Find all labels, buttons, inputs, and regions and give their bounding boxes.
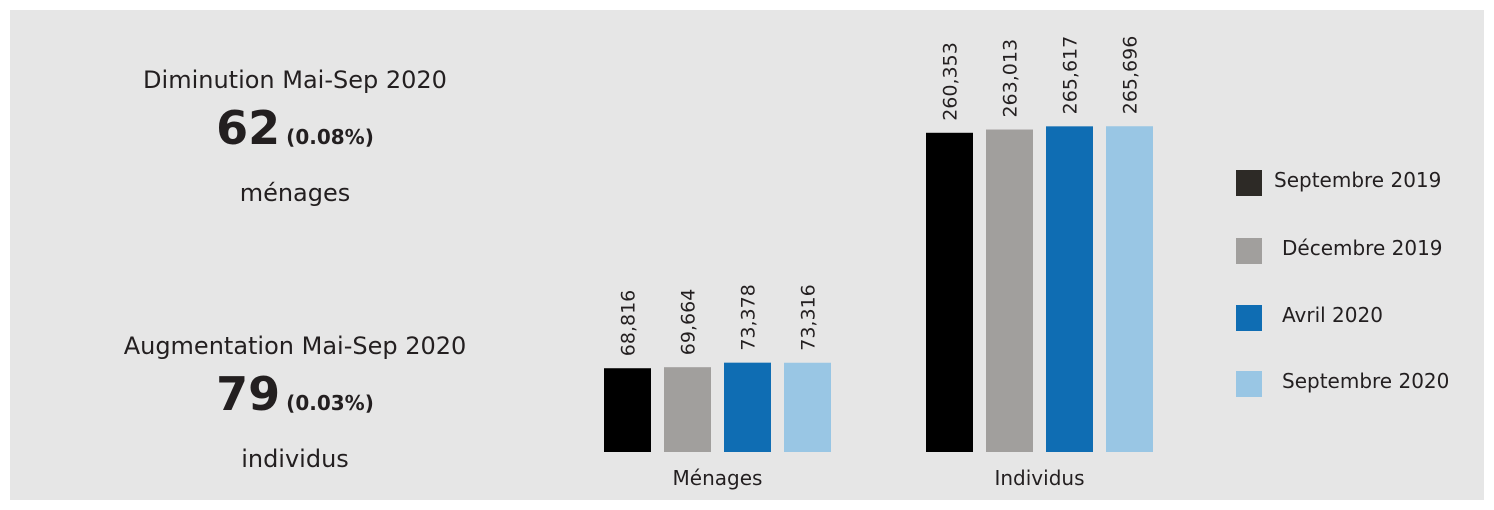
data-label-1-2: 265,617 [1060,36,1082,115]
decrease-value: 62 [216,101,281,155]
data-label-0-2: 73,378 [738,284,760,350]
increase-unit: individus [241,445,349,473]
bar-0-0 [604,368,651,452]
legend-swatch [1236,170,1262,196]
bar-1-0 [926,132,973,452]
decrease-stat: Diminution Mai-Sep 2020 62 (0.08%) ménage… [100,66,490,207]
increase-value: 79 [216,367,281,421]
bar-0-1 [664,367,711,452]
data-label-0-0: 68,816 [618,290,640,356]
legend-label: Décembre 2019 [1282,236,1443,260]
category-label-1: Individus [994,466,1084,490]
data-label-0-3: 73,316 [798,284,820,350]
increase-title: Augmentation Mai-Sep 2020 [123,332,467,360]
data-label-0-1: 69,664 [678,289,700,355]
legend-label: Septembre 2020 [1282,369,1450,393]
data-label-1-0: 260,353 [940,42,962,121]
bar-0-3 [784,362,831,452]
bar-1-2 [1046,126,1093,453]
decrease-title: Diminution Mai-Sep 2020 [143,66,447,94]
legend-label: Avril 2020 [1282,303,1383,327]
data-label-1-3: 265,696 [1120,36,1142,115]
legend-swatch [1236,371,1262,397]
decrease-percent: (0.08%) [286,125,374,149]
increase-percent: (0.03%) [286,391,374,415]
bar-0-2 [724,362,771,452]
decrease-unit: ménages [239,179,351,207]
legend-swatch [1236,305,1262,331]
legend-swatch [1236,238,1262,264]
bar-1-1 [986,129,1033,452]
bar-1-3 [1106,126,1153,452]
increase-stat: Augmentation Mai-Sep 2020 79 (0.03%) indi… [100,332,490,473]
category-label-0: Ménages [673,466,763,490]
legend-label: Septembre 2019 [1274,168,1442,192]
data-label-1-1: 263,013 [1000,39,1022,118]
